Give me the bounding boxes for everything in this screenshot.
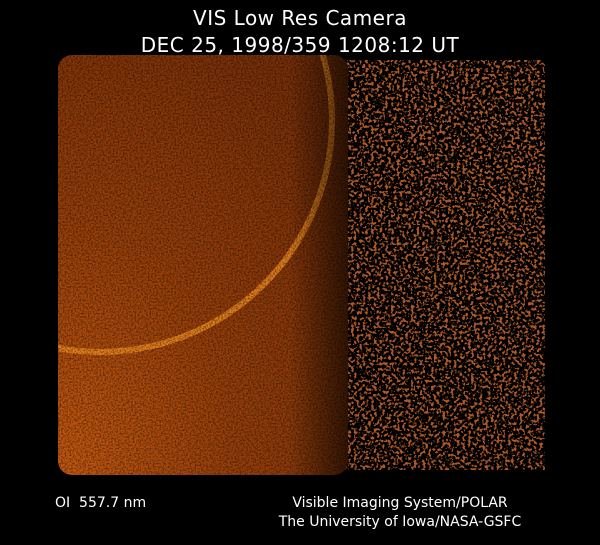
image-title: VIS Low Res Camera: [193, 6, 407, 30]
image-timestamp: DEC 25, 1998/359 1208:12 UT: [140, 33, 460, 57]
wavelength-label: OI 557.7 nm: [55, 495, 147, 511]
credit-line-2: The University of Iowa/NASA-GSFC: [278, 514, 522, 530]
credit-block: Visible Imaging System/POLAR The Univers…: [250, 494, 550, 532]
credit-line-1: Visible Imaging System/POLAR: [292, 495, 508, 511]
noise-region: [335, 60, 545, 470]
